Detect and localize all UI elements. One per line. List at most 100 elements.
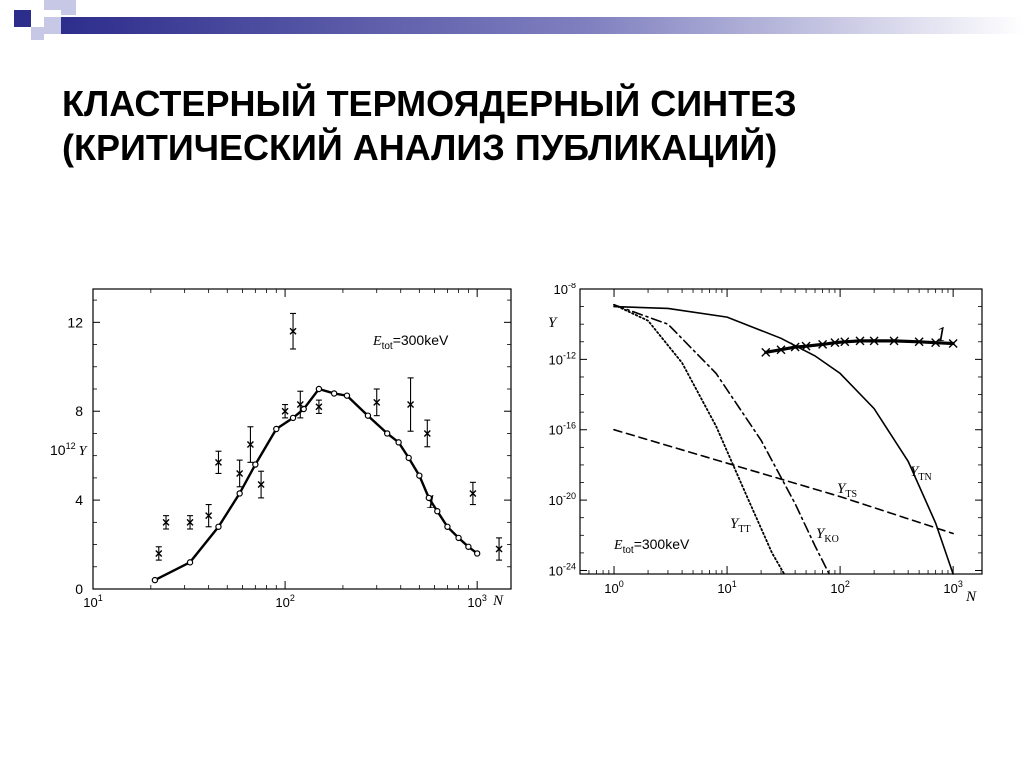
curve-point	[455, 534, 462, 542]
data-point-x	[469, 489, 477, 497]
data-point-x	[914, 337, 924, 347]
series-label-ts: YTS	[837, 481, 857, 500]
y-axis-label: Y	[548, 315, 558, 331]
curve-point	[383, 430, 391, 437]
data-point-x	[281, 407, 289, 415]
plot-frame	[579, 288, 983, 575]
data-point-x	[214, 458, 222, 466]
decorative-banner	[14, 0, 1024, 40]
curve-point	[151, 576, 159, 584]
energy-annotation: Etot=300keV	[613, 536, 690, 556]
data-point-x	[236, 469, 244, 477]
plot-frame	[92, 288, 512, 590]
curve-point	[364, 412, 372, 419]
energy-annotation: Etot=300keV	[372, 332, 449, 352]
data-point-x	[830, 338, 840, 348]
series-line-tn	[613, 305, 954, 575]
x-tick-label: 103	[467, 593, 486, 610]
y-tick-label: 10-20	[549, 491, 576, 508]
data-point-x	[407, 401, 415, 409]
curve-point	[416, 472, 423, 479]
curve-point	[444, 523, 451, 530]
y-tick-label: 10-24	[549, 561, 576, 578]
data-point-x	[889, 336, 899, 346]
x-tick-label: 101	[717, 579, 736, 596]
series-label-tt: YTT	[730, 516, 751, 535]
data-point-x	[257, 481, 265, 489]
data-point-x	[776, 345, 786, 355]
data-point-x	[761, 347, 771, 357]
chart-left-panel: 101 102 103 0 4 8 12 1012 Y N Etot=300keV 1	[45, 283, 520, 613]
chart-right-panel: 100 101 102 103 10-8 10-12 10-16 10-20 10-24 Y N…	[532, 280, 992, 613]
data-point-x	[801, 341, 811, 351]
curve-point	[252, 461, 259, 468]
series-label-ko: YKO	[816, 526, 839, 545]
curve-point	[300, 405, 307, 413]
data-point-x	[818, 339, 828, 349]
data-point-x	[296, 401, 304, 409]
y-tick-label: 10-12	[549, 350, 576, 367]
curve-point	[405, 454, 412, 462]
y-axis-label: 1012 Y	[50, 441, 89, 459]
banner-gradient-bar	[60, 17, 1024, 34]
banner-square	[44, 17, 61, 34]
banner-square	[44, 0, 61, 10]
curve-point	[273, 425, 280, 433]
data-point-x	[840, 337, 850, 347]
x-tick-label: 101	[83, 593, 102, 610]
data-point-x	[855, 336, 865, 346]
curve-point	[473, 550, 481, 557]
data-point-x	[186, 518, 194, 526]
series-line-ts	[613, 428, 954, 535]
y-tick-label: 12	[67, 314, 83, 330]
x-tick-label: 100	[604, 579, 623, 596]
curve-point	[289, 414, 297, 422]
curve-point	[330, 390, 338, 397]
series-line-ko	[613, 304, 830, 575]
data-point-x	[495, 545, 503, 553]
curve-point	[343, 392, 351, 399]
data-point-x	[931, 338, 941, 348]
curve-point	[434, 508, 441, 515]
y-tick-label: 4	[75, 492, 83, 508]
slide-title-line-1: КЛАСТЕРНЫЙ ТЕРМОЯДЕРНЫЙ СИНТЕЗ	[62, 83, 797, 124]
banner-square	[31, 27, 44, 40]
curve-point	[236, 490, 243, 497]
data-point-x	[315, 403, 323, 411]
data-point-x	[948, 339, 958, 349]
curve-point	[215, 523, 222, 530]
theory-curve	[154, 387, 478, 582]
series-line-tt	[613, 303, 786, 575]
data-point-x	[246, 441, 254, 449]
y-tick-label: 8	[75, 403, 83, 419]
data-point-x	[869, 336, 879, 346]
slide-title-line-2: (КРИТИЧЕСКИЙ АНАЛИЗ ПУБЛИКАЦИЙ)	[62, 127, 778, 168]
curve-point	[425, 494, 433, 502]
curve-point	[465, 543, 472, 550]
x-axis-label: N	[492, 593, 504, 609]
data-point-x	[423, 429, 431, 437]
series-label-tn: YTN	[910, 464, 932, 483]
x-tick-label: 103	[943, 579, 962, 596]
series-label-1: 1	[936, 322, 947, 346]
x-axis-label: N	[965, 589, 977, 605]
chart-right: 100 101 102 103 10-8 10-12 10-16 10-20 10-24 Y N…	[548, 280, 983, 605]
data-point-x	[289, 327, 297, 335]
y-tick-label: 10-8	[554, 283, 576, 297]
y-tick-label: 0	[75, 581, 83, 597]
slide-title: КЛАСТЕРНЫЙ ТЕРМОЯДЕРНЫЙ СИНТЕЗ (КРИТИЧЕС…	[62, 82, 962, 170]
data-point-x	[790, 342, 800, 352]
curve-point	[395, 439, 402, 446]
y-tick-label: 10-16	[549, 421, 576, 438]
data-point-x	[205, 512, 213, 520]
data-point-x	[373, 398, 381, 406]
curve-point	[186, 559, 194, 566]
data-point-x	[155, 549, 163, 557]
curve-point	[315, 385, 323, 393]
banner-square	[14, 10, 31, 27]
data-point-x	[162, 518, 170, 526]
x-tick-label: 102	[275, 593, 294, 610]
banner-square	[61, 0, 76, 15]
x-tick-label: 102	[830, 579, 849, 596]
